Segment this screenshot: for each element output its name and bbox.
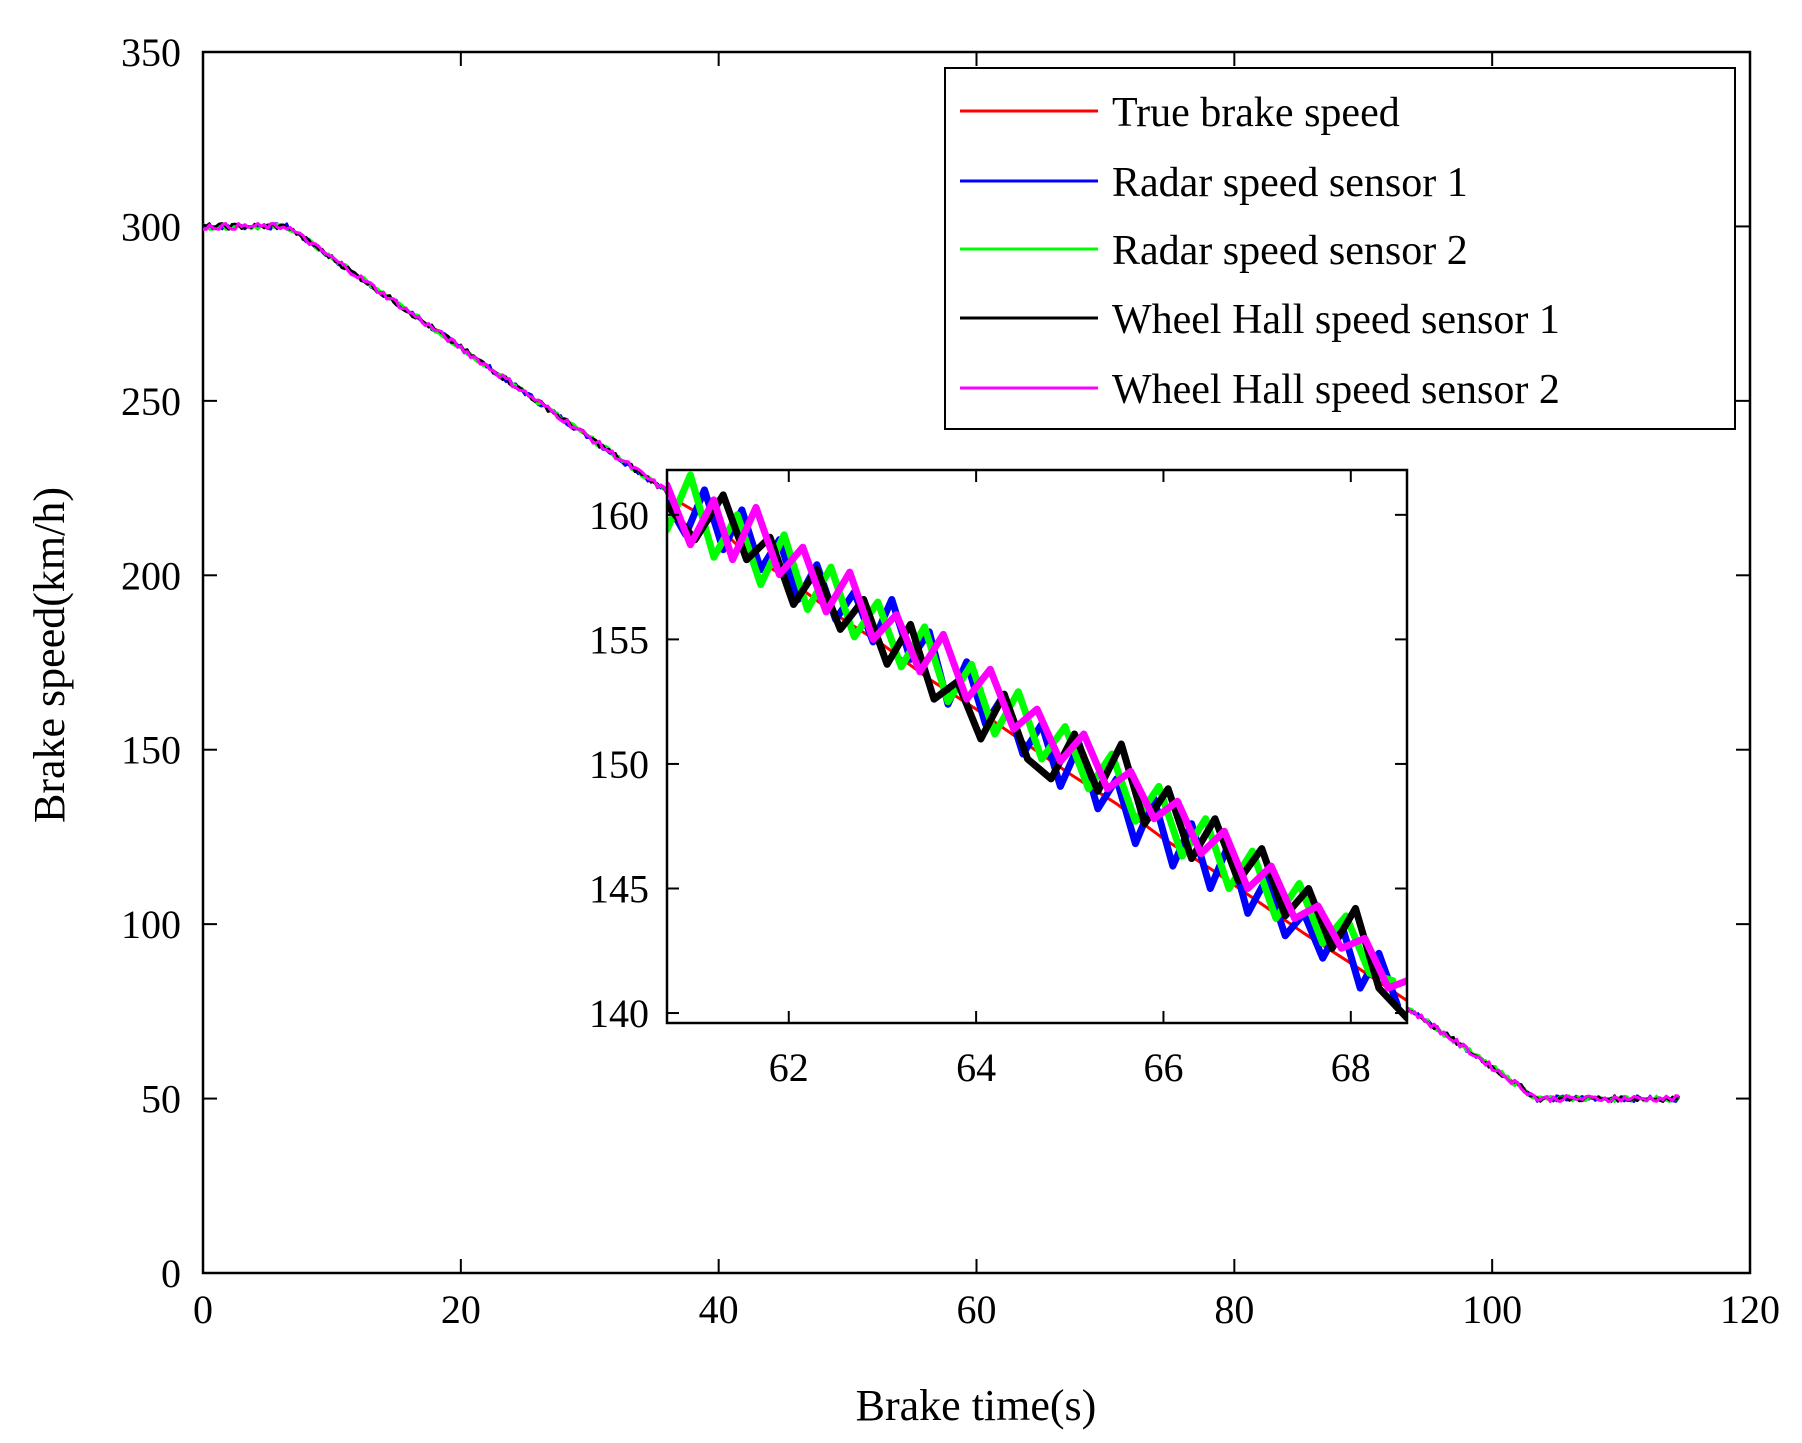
x-tick-label-40: 40 (699, 1287, 739, 1332)
inset-zoom: 62 64 66 68 140 145 150 155 160 (589, 468, 1409, 1090)
legend-item-radar-speed-sensor-1: Radar speed sensor 1 (960, 160, 1468, 206)
legend-label-true-brake-speed: True brake speed (1112, 90, 1400, 136)
inset-y-tick-label-150: 150 (589, 742, 649, 787)
y-tick-label-200: 200 (121, 553, 181, 598)
legend-item-true-brake-speed: True brake speed (960, 90, 1400, 136)
x-tick-label-80: 80 (1214, 1287, 1254, 1332)
x-tick-label-20: 20 (441, 1287, 481, 1332)
inset-x-tick-label-62: 62 (769, 1045, 809, 1090)
y-tick-label-100: 100 (121, 902, 181, 947)
inset-y-tick-label-140: 140 (589, 991, 649, 1036)
inset-x-tick-label-66: 66 (1143, 1045, 1183, 1090)
y-tick-label-0: 0 (161, 1251, 181, 1296)
y-tick-label-250: 250 (121, 379, 181, 424)
y-tick-label-150: 150 (121, 728, 181, 773)
inset-y-tick-label-145: 145 (589, 866, 649, 911)
y-tick-label-50: 50 (141, 1077, 181, 1122)
legend-label-wheel-hall-speed-sensor-1: Wheel Hall speed sensor 1 (1112, 297, 1560, 343)
inset-series-radar-speed-sensor-2 (667, 471, 1397, 985)
inset-x-tick-label-68: 68 (1331, 1045, 1371, 1090)
inset-frame (665, 468, 1409, 1025)
inset-ticks (667, 470, 1407, 1023)
legend-label-wheel-hall-speed-sensor-2: Wheel Hall speed sensor 2 (1112, 367, 1560, 413)
x-tick-label-120: 120 (1720, 1287, 1780, 1332)
x-tick-label-60: 60 (957, 1287, 997, 1332)
legend: True brake speed Radar speed sensor 1 Ra… (944, 67, 1736, 430)
inset-y-tick-label-160: 160 (589, 493, 649, 538)
inset-x-tick-label-64: 64 (956, 1045, 996, 1090)
main-ticks (202, 51, 1751, 1274)
legend-label-radar-speed-sensor-1: Radar speed sensor 1 (1112, 160, 1468, 206)
inset-y-tick-label-155: 155 (589, 617, 649, 662)
legend-item-radar-speed-sensor-2: Radar speed sensor 2 (960, 228, 1468, 274)
inset-series-wheel-hall-speed-sensor-2 (667, 481, 1407, 992)
x-axis-label: Brake time(s) (856, 1381, 1097, 1430)
inset-series-wheel-hall-speed-sensor-1 (667, 491, 1407, 1022)
x-tick-label-0: 0 (193, 1287, 213, 1332)
y-tick-label-350: 350 (121, 30, 181, 75)
legend-item-wheel-hall-speed-sensor-2: Wheel Hall speed sensor 2 (960, 367, 1560, 413)
x-tick-label-100: 100 (1462, 1287, 1522, 1332)
inset-series-group (667, 471, 1407, 1022)
main-tick-labels: 0 20 40 60 80 100 120 0 50 100 150 200 250 300 350 (121, 30, 1780, 1332)
legend-item-wheel-hall-speed-sensor-1: Wheel Hall speed sensor 1 (960, 297, 1560, 343)
y-tick-label-300: 300 (121, 204, 181, 249)
inset-tick-labels: 62 64 66 68 140 145 150 155 160 (589, 493, 1371, 1090)
legend-label-radar-speed-sensor-2: Radar speed sensor 2 (1112, 228, 1468, 274)
y-axis-label: Brake speed(km/h) (25, 487, 74, 823)
